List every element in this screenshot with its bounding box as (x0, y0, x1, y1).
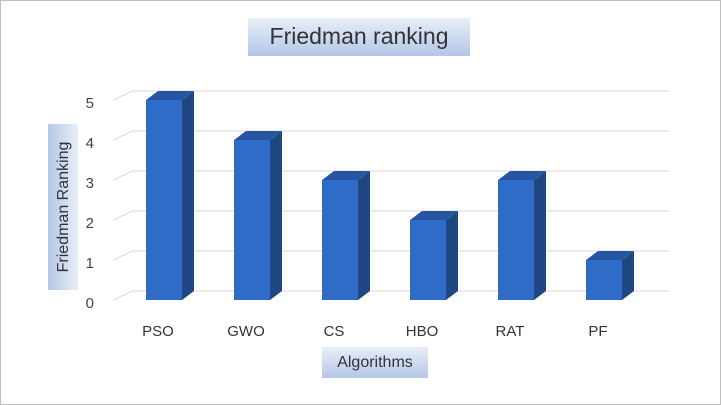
bar-top (498, 171, 546, 180)
x-tick-label: RAT (496, 323, 525, 340)
bar-side (534, 171, 546, 300)
x-tick-label: PF (588, 323, 607, 340)
grid-line (113, 90, 133, 101)
bar-side (270, 131, 282, 300)
x-axis-label: Algorithms (337, 354, 413, 371)
y-tick-label: 1 (86, 255, 94, 272)
x-label-box (322, 347, 428, 378)
title-box (248, 18, 470, 56)
chart-title: Friedman ranking (270, 23, 449, 49)
x-tick-label: CS (324, 323, 345, 340)
bar-top (410, 211, 458, 220)
x-tick-label: HBO (406, 323, 439, 340)
x-tick-label: PSO (142, 323, 174, 340)
y-tick-label: 2 (86, 215, 94, 232)
bar-side (622, 251, 634, 300)
y-tick-label: 4 (86, 135, 94, 152)
y-tick-label: 5 (86, 95, 94, 112)
grid-line (113, 170, 133, 181)
grid-line (113, 290, 133, 301)
bar (234, 140, 270, 300)
y-axis-label: Friedman Ranking (55, 142, 72, 273)
bar (498, 180, 534, 300)
bar-side (446, 211, 458, 300)
bar-top (234, 131, 282, 140)
bar (146, 100, 182, 300)
grid-line (113, 130, 133, 141)
bar (322, 180, 358, 300)
x-tick-label: GWO (227, 323, 265, 340)
grid-line (113, 210, 133, 221)
bar-side (358, 171, 370, 300)
y-tick-label: 0 (86, 295, 94, 312)
bar (410, 220, 446, 300)
bar (586, 260, 622, 300)
y-label-box (48, 124, 78, 290)
bar-side (182, 91, 194, 300)
bar-top (322, 171, 370, 180)
bar-top (146, 91, 194, 100)
bar-top (586, 251, 634, 260)
grid-line (113, 250, 133, 261)
y-tick-label: 3 (86, 175, 94, 192)
